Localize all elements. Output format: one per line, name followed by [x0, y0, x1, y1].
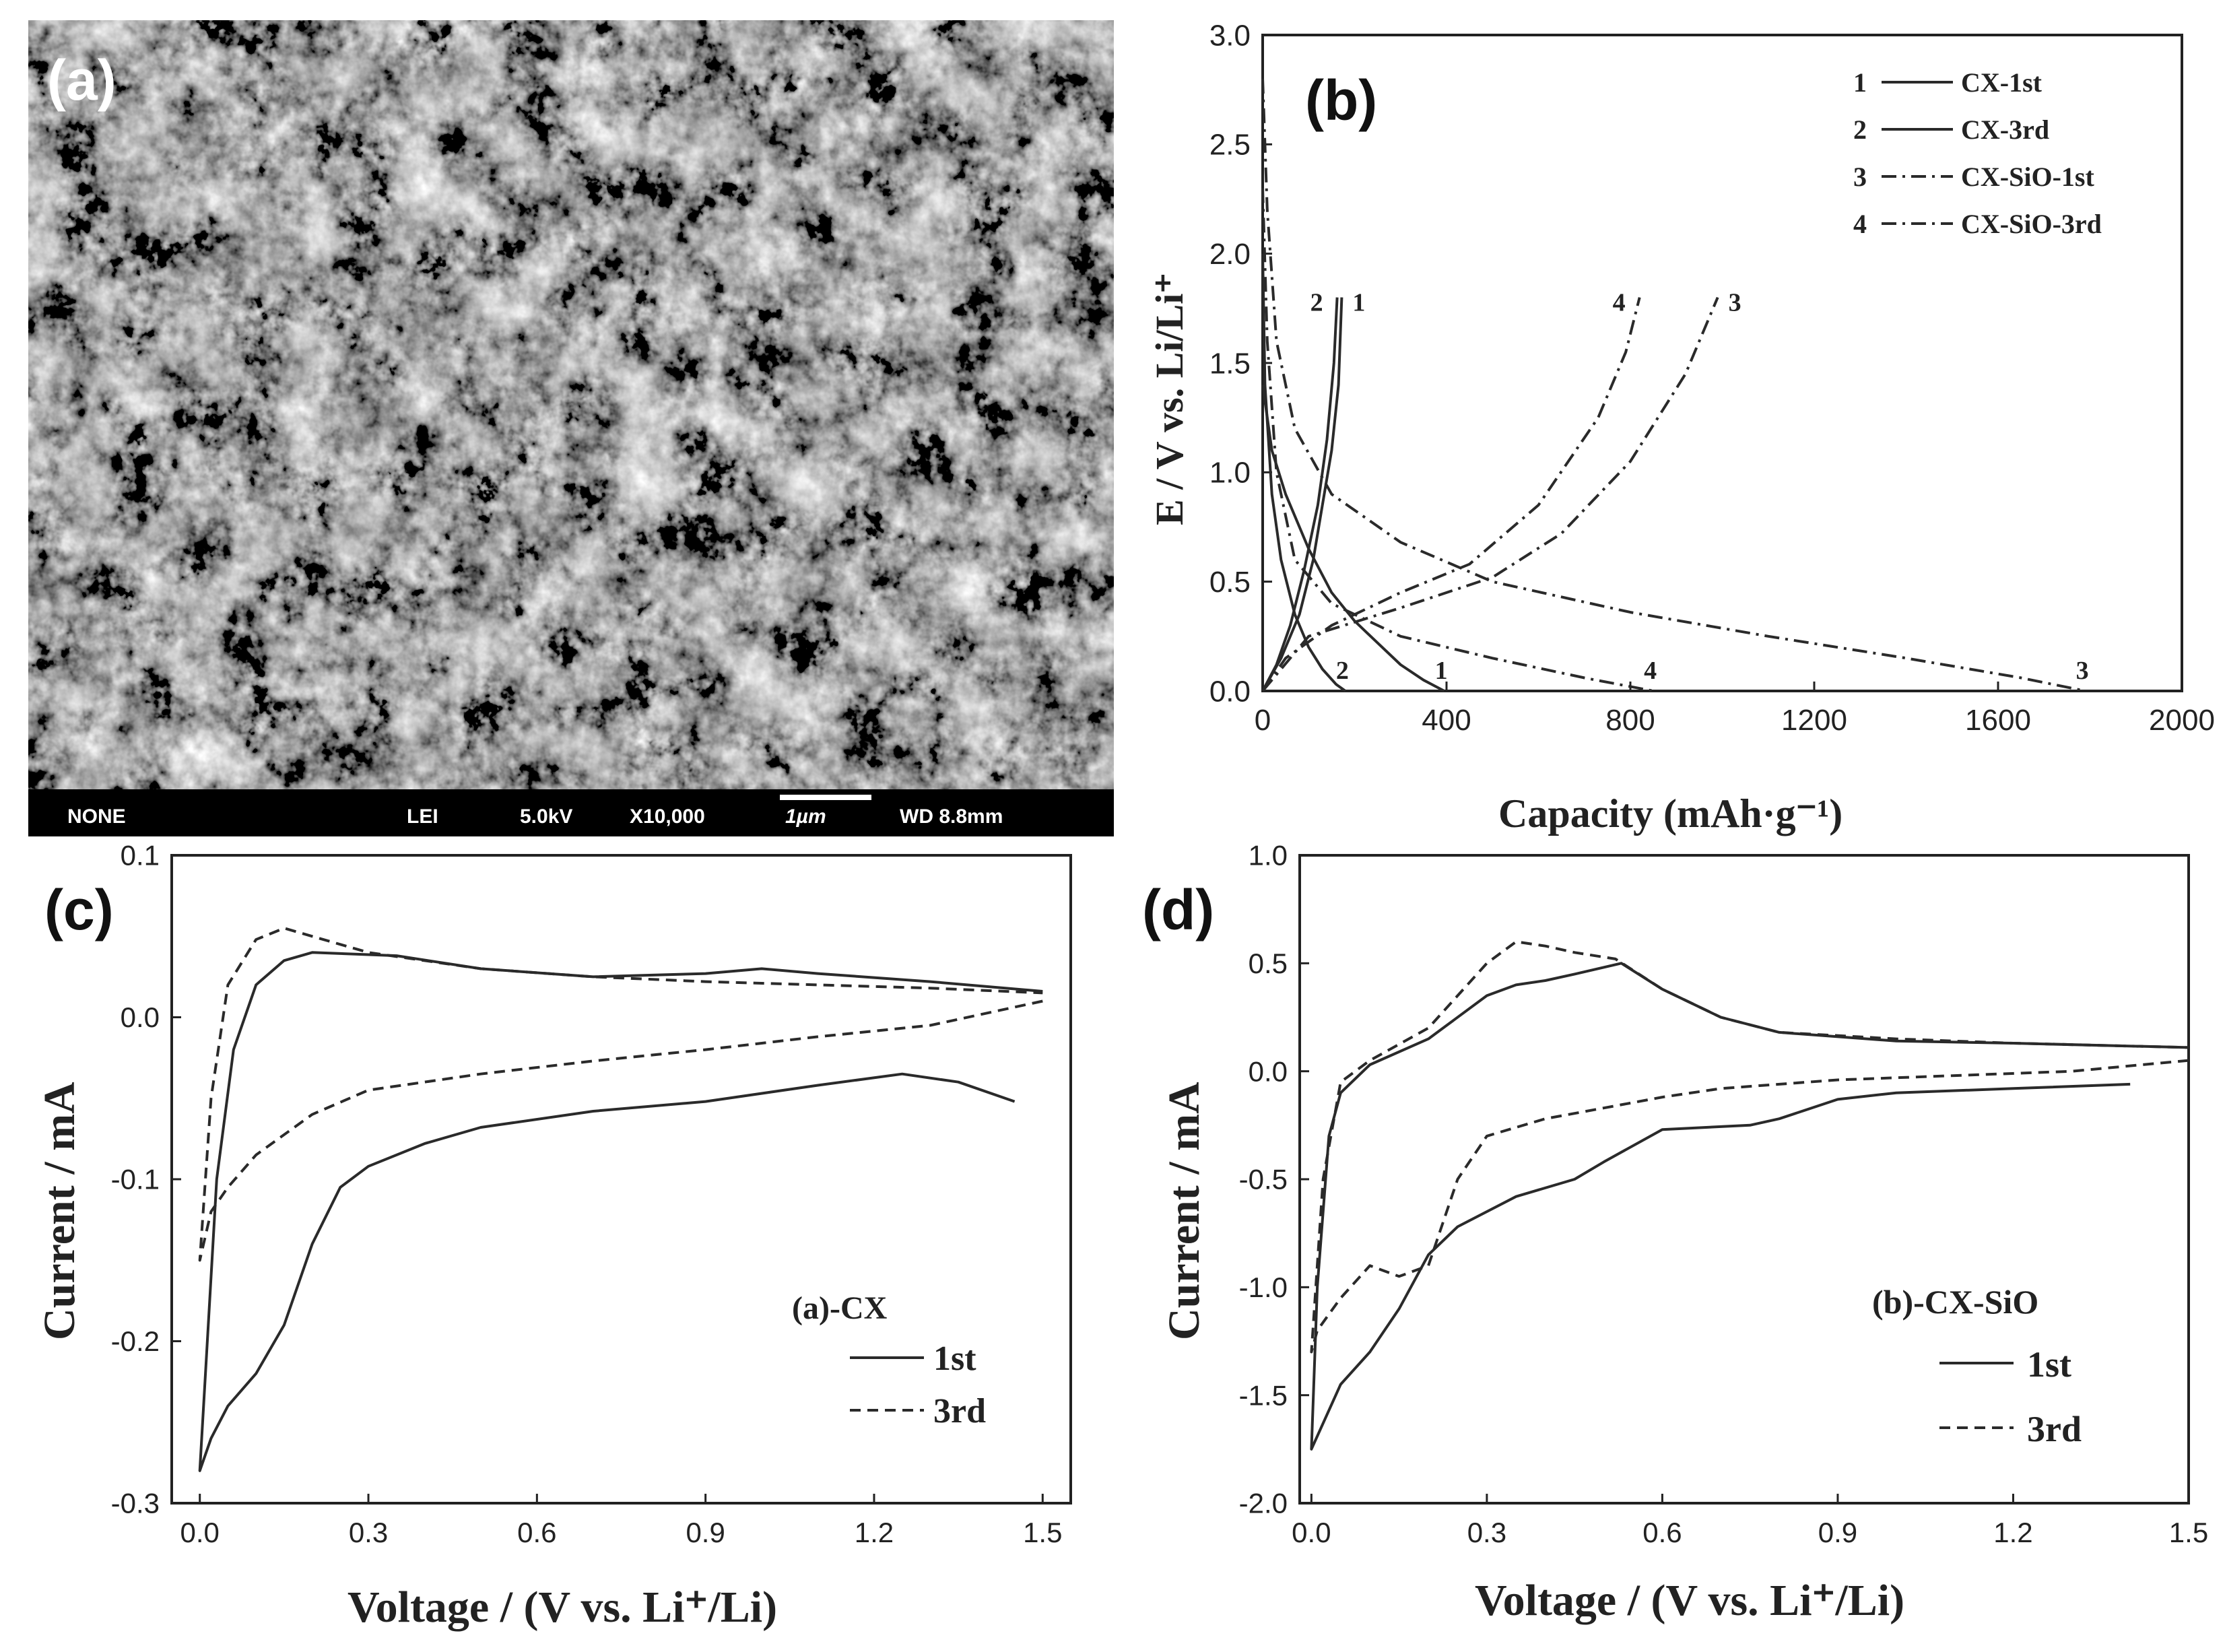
- sem-scale-bar: [780, 795, 871, 800]
- panel-d-ytick-label: 1.0: [1249, 840, 1288, 871]
- legend-item-number: 2: [1853, 114, 1867, 145]
- panel-b-ytick-label: 0.5: [1209, 566, 1251, 599]
- panel-b-legend: 1 CX-1st 2 CX-3rd 3 CX-SiO-1st 4 CX-SiO-3rd: [1853, 67, 2102, 239]
- sem-detector-none: NONE: [67, 805, 126, 828]
- panel-b-xtick-label: 400: [1422, 704, 1471, 737]
- panel-label-a: (a): [47, 48, 117, 112]
- panel-c-xtick-label: 0.6: [517, 1517, 556, 1548]
- panel-c-series-1st-line: [198, 951, 1043, 1472]
- panel-d-xtick-label: 0.6: [1642, 1517, 1682, 1548]
- legend-item-label: CX-SiO-3rd: [1961, 209, 2102, 239]
- sem-voltage: 5.0kV: [520, 805, 572, 828]
- series-4-charge-line: [1261, 297, 1641, 692]
- panel-b-xtick-label: 800: [1605, 704, 1655, 737]
- sem-info-bar: [28, 789, 1114, 836]
- panel-c-legend-title: (a)-CX: [792, 1290, 888, 1326]
- legend-item-number: 1: [1853, 67, 1867, 98]
- panel-b-ytick-label: 2.5: [1209, 129, 1251, 162]
- legend-item-label: 3rd: [933, 1392, 986, 1430]
- panel-d-plot-frame: [1298, 854, 2190, 1505]
- series-2-charge-tag: 2: [1310, 289, 1323, 317]
- panel-b-xtick-label: 2000: [2149, 704, 2215, 737]
- panel-d-cv-cxsio: (d) Current / mA Voltage / (V vs. Li⁺/Li…: [1142, 840, 2208, 1625]
- sem-magnification: X10,000: [630, 805, 705, 828]
- series-1-charge-line: [1261, 297, 1343, 692]
- panel-d-xtick-label: 0.0: [1292, 1517, 1331, 1548]
- legend-item-label: CX-3rd: [1961, 114, 2049, 145]
- panel-d-xtick-label: 1.5: [2169, 1517, 2208, 1548]
- panel-b-xtick-label: 0: [1255, 704, 1271, 737]
- panel-b-ytick-label: 1.5: [1209, 347, 1251, 380]
- panel-c-ytick-label: -0.3: [111, 1488, 160, 1519]
- panel-b-xtick-label: 1600: [1965, 704, 2031, 737]
- series-3-discharge-line: [1261, 78, 2086, 692]
- panel-c-ylabel: Current / mA: [35, 1082, 84, 1340]
- panel-b-ytick-label: 2.0: [1209, 238, 1251, 271]
- legend-item-number: 3: [1853, 162, 1867, 192]
- panel-c-xtick-label: 1.2: [855, 1517, 894, 1548]
- panel-d-legend-title: (b)-CX-SiO: [1872, 1283, 2038, 1321]
- legend-item-label: 3rd: [2027, 1409, 2082, 1449]
- panel-label-c: (c): [44, 878, 114, 941]
- series-1-charge-tag: 1: [1352, 289, 1365, 317]
- panel-b-xtick-label: 1200: [1781, 704, 1847, 737]
- series-3-charge-line: [1261, 296, 1719, 692]
- legend-item-label: CX-SiO-1st: [1961, 162, 2094, 192]
- panel-d-ylabel: Current / mA: [1160, 1082, 1209, 1340]
- panel-c-xtick-label: 0.9: [686, 1517, 725, 1548]
- sem-scale-label: 1µm: [785, 805, 826, 828]
- series-4-charge-tag: 4: [1613, 289, 1626, 317]
- panel-c-ytick-label: 0.0: [121, 1001, 160, 1033]
- panel-c-xtick-label: 1.5: [1023, 1517, 1062, 1548]
- panel-d-ytick-label: 0.5: [1249, 948, 1288, 979]
- panel-d-ytick-label: -0.5: [1239, 1164, 1288, 1195]
- panel-b-ylabel: E / V vs. Li/Li⁺: [1148, 273, 1191, 525]
- sem-panel: NONE LEI 5.0kV X10,000 1µm WD 8.8mm (a): [28, 20, 1114, 836]
- panel-d-xtick-label: 0.3: [1467, 1517, 1506, 1548]
- legend-item-label: CX-1st: [1961, 67, 2043, 98]
- panel-d-ytick-label: -2.0: [1239, 1488, 1288, 1519]
- sem-mode: LEI: [407, 805, 438, 828]
- panel-d-xtick-label: 1.2: [1993, 1517, 2032, 1548]
- panel-c-cv-cx: (c) Current / mA Voltage / (V vs. Li⁺/Li…: [35, 840, 1072, 1632]
- panel-c-xtick-label: 0.3: [349, 1517, 388, 1548]
- panel-d-ytick-label: 0.0: [1249, 1055, 1288, 1087]
- series-3-discharge-tag: 3: [2076, 657, 2089, 685]
- series-1-discharge-line: [1261, 385, 1445, 692]
- panel-d-xlabel: Voltage / (V vs. Li⁺/Li): [1475, 1576, 1904, 1625]
- panel-b-ytick-label: 1.0: [1209, 457, 1251, 490]
- panel-b-ytick-label: 0.0: [1209, 675, 1251, 708]
- panel-c-ytick-label: -0.2: [111, 1325, 160, 1357]
- panel-b-xlabel: Capacity (mAh·g⁻¹): [1498, 791, 1842, 836]
- panel-d-ytick-label: -1.0: [1239, 1271, 1288, 1303]
- legend-item-number: 4: [1853, 209, 1867, 239]
- panel-label-d: (d): [1142, 878, 1214, 941]
- panel-c-series-3rd-line: [198, 927, 1043, 1262]
- panel-c-xlabel: Voltage / (V vs. Li⁺/Li): [347, 1583, 777, 1632]
- series-4-discharge-line: [1261, 188, 1654, 692]
- series-3-charge-tag: 3: [1729, 289, 1741, 317]
- panel-b-ytick-label: 3.0: [1209, 19, 1251, 52]
- legend-item-label: 1st: [933, 1340, 976, 1378]
- sem-texture: [28, 20, 1114, 789]
- panel-d-legend: 1st 3rd: [1939, 1344, 2082, 1449]
- panel-c-xtick-label: 0.0: [180, 1517, 220, 1548]
- panel-c-ytick-label: -0.1: [111, 1164, 160, 1195]
- series-4-discharge-tag: 4: [1644, 657, 1657, 685]
- panel-d-xtick-label: 0.9: [1818, 1517, 1857, 1548]
- sem-working-distance: WD 8.8mm: [900, 805, 1003, 828]
- series-1-discharge-tag: 1: [1435, 657, 1448, 685]
- panel-d-series-3rd-line: [1310, 940, 2189, 1354]
- panel-c-ytick-label: 0.1: [121, 840, 160, 871]
- panel-b-charge-discharge: (b) E / V vs. Li/Li⁺ Capacity (mAh·g⁻¹) …: [1148, 19, 2215, 836]
- series-2-discharge-line: [1261, 253, 1346, 692]
- series-2-discharge-tag: 2: [1336, 657, 1349, 685]
- panel-d-ytick-label: -1.5: [1239, 1379, 1288, 1411]
- panel-label-b: (b): [1305, 69, 1377, 132]
- series-2-charge-line: [1261, 297, 1339, 692]
- legend-item-label: 1st: [2027, 1344, 2071, 1385]
